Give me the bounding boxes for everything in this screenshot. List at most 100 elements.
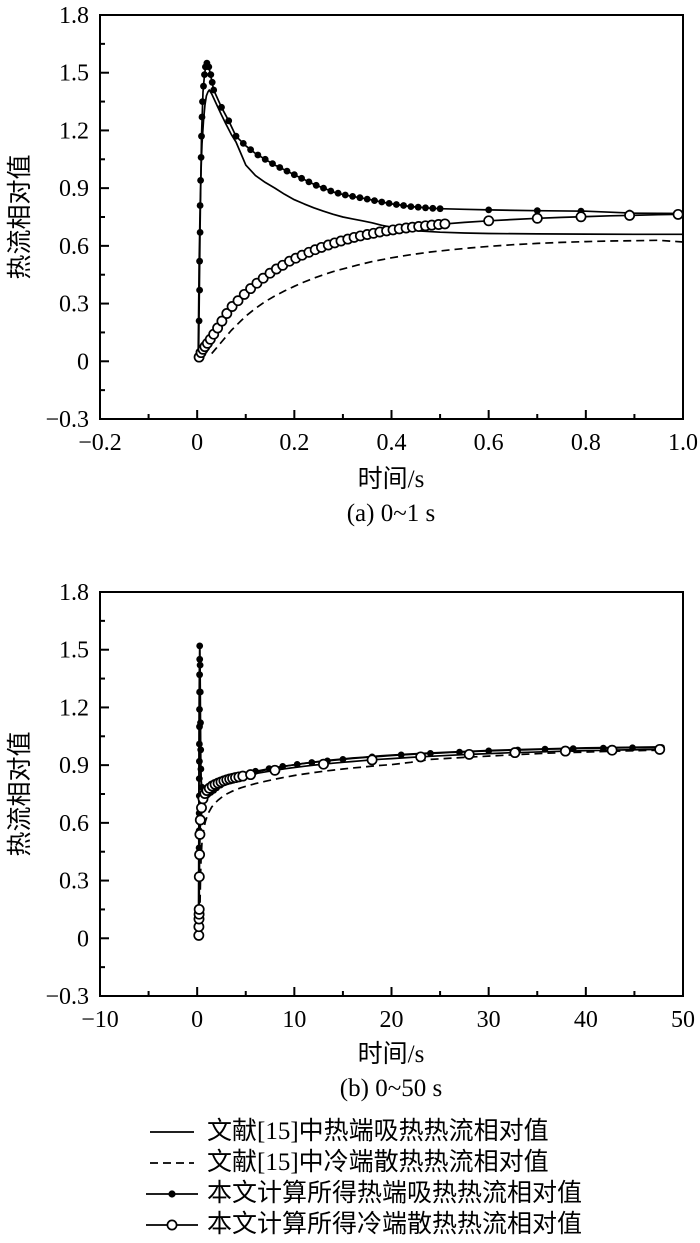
filled-circle-marker bbox=[298, 174, 305, 182]
filled-circle-marker bbox=[205, 63, 213, 71]
filled-circle-marker bbox=[569, 745, 577, 753]
legend-item-thiswork-hot: 本文计算所得热端吸热热流相对值 bbox=[146, 1178, 582, 1209]
filled-circle-marker bbox=[283, 167, 291, 175]
filled-circle-marker bbox=[225, 117, 233, 125]
filled-circle-marker bbox=[196, 655, 204, 663]
x-tick-label: 0 bbox=[191, 430, 203, 456]
filled-circle-marker bbox=[197, 154, 205, 161]
legend-label-ref15-cold: 文献[15]中冷端散热热流相对值 bbox=[207, 1149, 549, 1176]
x-tick-label: 0.2 bbox=[279, 430, 309, 456]
filled-circle-marker bbox=[436, 205, 444, 213]
filled-circle-marker bbox=[196, 257, 204, 265]
filled-circle-marker bbox=[327, 187, 335, 195]
filled-circle-marker bbox=[427, 750, 434, 757]
filled-circle-marker bbox=[196, 229, 204, 236]
filled-circle-marker bbox=[198, 132, 205, 140]
filled-circle-marker bbox=[339, 756, 347, 763]
filled-circle-marker bbox=[320, 184, 327, 192]
filled-circle-marker bbox=[196, 286, 204, 294]
filled-circle-marker bbox=[208, 78, 216, 86]
filled-circle-marker bbox=[456, 748, 463, 756]
y-tick-label: 0 bbox=[77, 349, 89, 375]
y-tick-label: 0.3 bbox=[59, 869, 89, 895]
filled-circle-marker bbox=[485, 206, 493, 214]
filled-circle-marker bbox=[254, 151, 262, 159]
series-line bbox=[197, 748, 664, 937]
x-tick-label: 40 bbox=[574, 1007, 598, 1033]
subplot-b: 热流相对值 时间/s (b) 0~50 s −10 0 10 20 30 40 50 −0.3… bbox=[6, 580, 695, 1102]
series-line bbox=[211, 239, 684, 355]
filled-circle-marker bbox=[197, 746, 205, 754]
x-axis-label-a: 时间/s bbox=[358, 465, 425, 493]
filled-circle-marker bbox=[397, 751, 405, 759]
plot-box bbox=[99, 14, 684, 420]
x-tick-label: 0.8 bbox=[571, 430, 601, 456]
y-tick-label: −0.3 bbox=[45, 984, 89, 1010]
x-tick-label: 0.6 bbox=[474, 430, 504, 456]
filled-circle-marker bbox=[533, 207, 541, 215]
filled-circle-marker bbox=[201, 71, 208, 78]
y-tick-label: 1.2 bbox=[59, 118, 89, 144]
open-circle-marker bbox=[439, 218, 451, 230]
legend-label-thiswork-cold: 本文计算所得冷端散热热流相对值 bbox=[207, 1211, 583, 1238]
filled-circle-marker bbox=[422, 204, 429, 212]
filled-circle-marker bbox=[269, 160, 276, 168]
series-line bbox=[198, 749, 664, 929]
open-circle-marker bbox=[624, 209, 636, 221]
filled-circle-marker bbox=[210, 86, 218, 94]
open-circle-marker bbox=[531, 212, 543, 224]
filled-circle-marker bbox=[305, 178, 313, 186]
filled-circle-marker bbox=[261, 155, 269, 163]
y-tick-label: −0.3 bbox=[45, 407, 89, 433]
filled-circle-marker bbox=[196, 202, 204, 209]
legend-sample-filled-circle-line bbox=[146, 1189, 198, 1198]
legend-item-ref15-hot: 文献[15]中热端吸热热流相对值 bbox=[146, 1116, 582, 1147]
filled-circle-marker bbox=[378, 198, 386, 206]
y-tick-label: 1.5 bbox=[59, 638, 89, 664]
filled-circle-marker bbox=[197, 765, 205, 773]
x-tick-label: 30 bbox=[477, 1007, 501, 1033]
filled-circle-marker bbox=[195, 317, 203, 325]
filled-circle-marker bbox=[334, 189, 342, 197]
filled-circle-marker bbox=[290, 171, 298, 179]
open-circle-marker bbox=[606, 744, 618, 756]
filled-circle-marker bbox=[371, 197, 378, 205]
filled-circle-marker bbox=[198, 113, 206, 121]
filled-circle-marker bbox=[356, 194, 364, 202]
filled-circle-marker bbox=[239, 140, 247, 147]
filled-circle-marker bbox=[197, 177, 205, 184]
filled-circle-marker bbox=[541, 745, 549, 753]
x-tick-label: 0.4 bbox=[377, 430, 407, 456]
filled-circle-marker bbox=[196, 642, 204, 650]
legend-item-ref15-cold: 文献[15]中冷端散热热流相对值 bbox=[146, 1147, 582, 1178]
legend-item-thiswork-cold: 本文计算所得冷端散热热流相对值 bbox=[146, 1209, 582, 1240]
subplot-a: 热流相对值 时间/s (a) 0~1 s −0.2 0 0.2 0.4 0.6 0.8 1.… bbox=[6, 3, 698, 527]
open-circle-marker bbox=[196, 802, 207, 814]
y-tick-label: 0.9 bbox=[59, 753, 89, 779]
open-circle-marker bbox=[232, 295, 244, 307]
open-circle-marker bbox=[193, 903, 205, 915]
filled-circle-marker bbox=[276, 164, 284, 171]
filled-circle-marker bbox=[414, 203, 422, 211]
y-tick-label: 1.8 bbox=[59, 580, 89, 606]
open-circle-marker bbox=[193, 871, 205, 883]
y-tick-label: 0.6 bbox=[59, 811, 89, 837]
open-circle-marker bbox=[221, 308, 233, 319]
filled-circle-marker bbox=[196, 688, 204, 696]
y-tick-label: 0.9 bbox=[59, 176, 89, 202]
filled-circle-marker bbox=[293, 761, 301, 768]
open-circle-marker bbox=[654, 743, 666, 755]
filled-circle-marker bbox=[196, 757, 203, 765]
y-axis-label-a: 热流相对值 bbox=[6, 154, 34, 279]
caption-a: (a) 0~1 s bbox=[347, 500, 436, 527]
filled-circle-marker bbox=[393, 201, 400, 208]
filled-circle-marker bbox=[196, 740, 203, 748]
open-circle-marker bbox=[194, 828, 206, 840]
plot-box bbox=[99, 591, 684, 997]
open-circle-marker bbox=[483, 215, 495, 227]
x-axis-label-b: 时间/s bbox=[358, 1040, 425, 1068]
open-circle-marker bbox=[575, 211, 587, 223]
filled-circle-marker bbox=[199, 98, 206, 105]
open-circle-marker bbox=[672, 208, 684, 220]
x-tick-label: 50 bbox=[671, 1007, 695, 1033]
